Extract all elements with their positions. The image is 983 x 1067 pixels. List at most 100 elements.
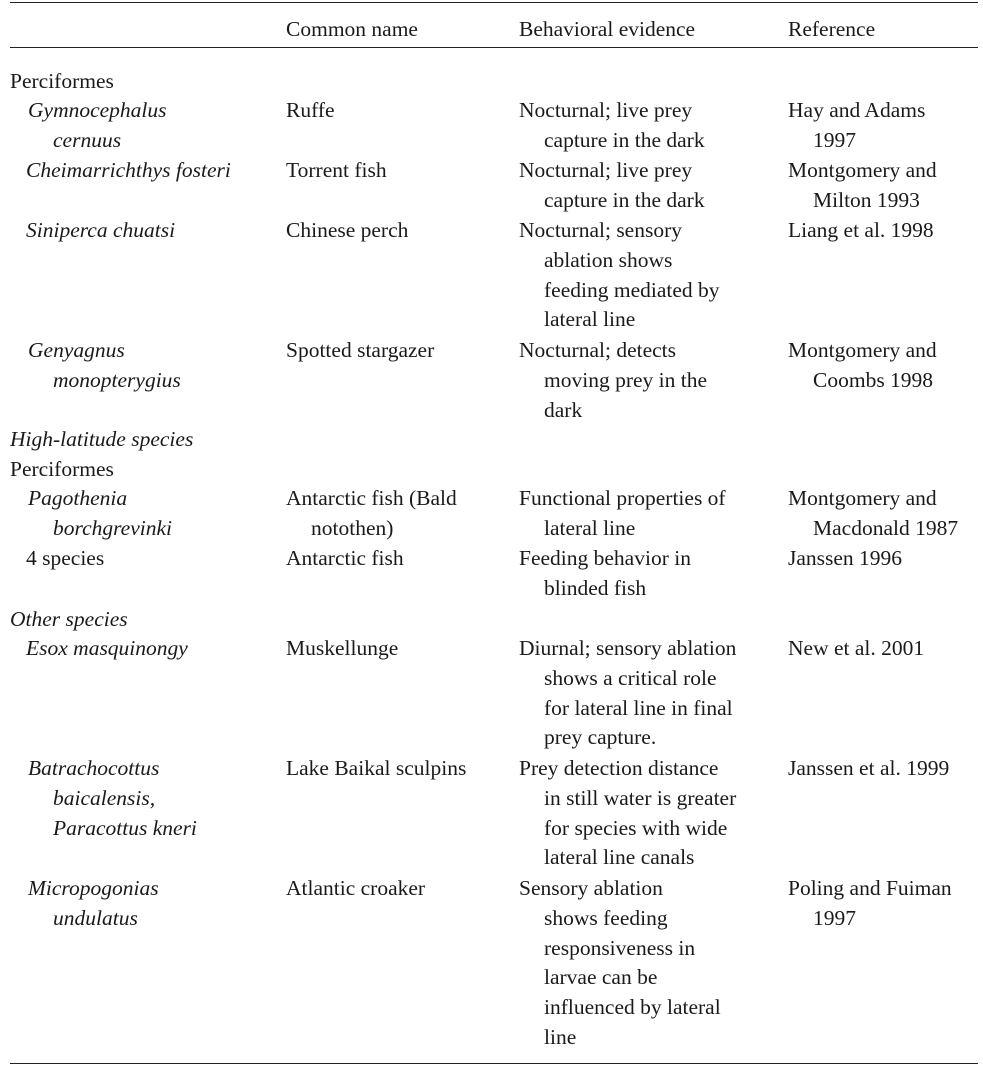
section-label-high-latitude: High-latitude species — [10, 427, 194, 451]
cell-behavioral-evidence-line: capture in the dark — [544, 187, 705, 212]
cell-behavioral-evidence-line: lateral line — [544, 515, 636, 540]
cell-taxon: Siniperca chuatsi — [26, 216, 175, 246]
cell-behavioral-evidence-line: lateral line canals — [544, 845, 695, 870]
cell-common-name-line: Antarctic fish — [286, 546, 404, 570]
cell-behavioral-evidence-line: prey capture. — [544, 725, 657, 750]
cell-taxon-line: cernuus — [53, 127, 122, 152]
cell-behavioral-evidence-line: Diurnal; sensory ablation — [519, 636, 737, 660]
cell-taxon-line: baicalensis, — [53, 785, 156, 810]
cell-behavioral-evidence: Nocturnal; detects moving prey in the dark — [519, 336, 707, 425]
cell-taxon: Esox masquinongy — [26, 634, 188, 664]
cell-behavioral-evidence-line: blinded fish — [544, 575, 647, 600]
cell-reference-line: Montgomery and — [788, 486, 937, 510]
cell-behavioral-evidence-line: Nocturnal; live prey — [519, 158, 693, 182]
cell-taxon-line: Gymnocephalus — [28, 98, 167, 122]
header-reference: Reference — [788, 17, 876, 41]
cell-behavioral-evidence: Nocturnal; sensory ablation shows feeding … — [519, 216, 720, 335]
cell-common-name-line: Torrent fish — [286, 158, 387, 182]
cell-reference-line: Milton 1993 — [813, 187, 920, 212]
cell-behavioral-evidence-line: for species with wide — [544, 815, 728, 840]
cell-behavioral-evidence-line: moving prey in the — [544, 367, 708, 392]
cell-behavioral-evidence-line: shows feeding — [544, 905, 668, 930]
cell-common-name-line: notothen) — [311, 515, 394, 540]
cell-taxon-line: Batrachocottus — [28, 756, 160, 780]
cell-reference-line: Janssen et al. 1999 — [788, 756, 950, 780]
cell-common-name-line: Muskellunge — [286, 636, 399, 660]
cell-taxon: Gymnocephalus cernuus — [28, 96, 167, 156]
cell-taxon: 4 species — [26, 544, 104, 574]
cell-behavioral-evidence-line: larvae can be — [544, 965, 658, 990]
cell-behavioral-evidence-line: Nocturnal; sensory — [519, 218, 683, 242]
cell-taxon: Genyagnus monopterygius — [28, 336, 181, 396]
cell-behavioral-evidence-line: influenced by lateral — [544, 995, 721, 1020]
header-behavioral-evidence: Behavioral evidence — [519, 17, 696, 41]
cell-common-name: Atlantic croaker — [286, 874, 425, 904]
cell-reference-line: New et al. 2001 — [788, 636, 925, 660]
cell-reference-line: Coombs 1998 — [813, 367, 934, 392]
cell-taxon-line: Cheimarrichthys fosteri — [26, 158, 231, 182]
cell-taxon-line: Esox masquinongy — [26, 636, 188, 660]
cell-behavioral-evidence-line: capture in the dark — [544, 127, 705, 152]
cell-taxon-line: undulatus — [53, 905, 138, 930]
cell-behavioral-evidence-line: Sensory ablation — [519, 876, 663, 900]
cell-taxon: Cheimarrichthys fosteri — [26, 156, 231, 186]
cell-behavioral-evidence-line: Functional properties of — [519, 486, 726, 510]
cell-reference: Montgomery and Coombs 1998 — [788, 336, 937, 396]
cell-common-name-line: Antarctic fish (Bald — [286, 486, 457, 510]
cell-behavioral-evidence: Functional properties of lateral line — [519, 484, 726, 544]
cell-reference-line: Montgomery and — [788, 338, 937, 362]
cell-taxon: Batrachocottus baicalensis, Paracottus kne… — [28, 754, 197, 843]
cell-taxon-line: Pagothenia — [28, 486, 128, 510]
cell-common-name: Antarctic fish — [286, 544, 404, 574]
cell-reference: Poling and Fuiman 1997 — [788, 874, 952, 934]
cell-behavioral-evidence-line: shows a critical role — [544, 665, 717, 690]
cell-reference: Janssen et al. 1999 — [788, 754, 949, 784]
cell-behavioral-evidence-line: ablation shows — [544, 247, 673, 272]
cell-behavioral-evidence-line: lateral line — [544, 307, 636, 332]
cell-reference: New et al. 2001 — [788, 634, 924, 664]
cell-common-name: Ruffe — [286, 96, 335, 126]
section-label-perciformes-high-latitude: Perciformes — [10, 457, 114, 481]
cell-reference-line: Montgomery and — [788, 158, 937, 182]
table-top-rule — [10, 2, 978, 3]
cell-behavioral-evidence-line: Nocturnal; live prey — [519, 98, 693, 122]
cell-common-name: Torrent fish — [286, 156, 387, 186]
cell-behavioral-evidence-line: dark — [544, 397, 583, 422]
table-bottom-rule — [10, 1063, 978, 1064]
cell-common-name: Chinese perch — [286, 216, 408, 246]
cell-behavioral-evidence: Prey detection distance in still water is… — [519, 754, 736, 873]
cell-behavioral-evidence: Feeding behavior in blinded fish — [519, 544, 691, 604]
cell-reference: Montgomery and Milton 1993 — [788, 156, 937, 216]
cell-behavioral-evidence-line: Feeding behavior in — [519, 546, 691, 570]
cell-common-name-line: Ruffe — [286, 98, 335, 122]
cell-behavioral-evidence-line: responsiveness in — [544, 935, 696, 960]
cell-taxon-line: Genyagnus — [28, 338, 125, 362]
cell-taxon-line: borchgrevinki — [53, 515, 173, 540]
cell-behavioral-evidence: Sensory ablation shows feeding responsiven… — [519, 874, 721, 1053]
cell-reference: Liang et al. 1998 — [788, 216, 934, 246]
cell-behavioral-evidence-line: line — [544, 1024, 577, 1049]
cell-reference: Hay and Adams 1997 — [788, 96, 925, 156]
cell-reference-line: Macdonald 1987 — [813, 515, 959, 540]
cell-behavioral-evidence: Nocturnal; live prey capture in the dark — [519, 156, 705, 216]
cell-common-name-line: Spotted stargazer — [286, 338, 435, 362]
cell-reference: Janssen 1996 — [788, 544, 902, 574]
cell-taxon-line: Paracottus kneri — [53, 815, 197, 840]
cell-common-name: Spotted stargazer — [286, 336, 434, 366]
section-label-perciformes: Perciformes — [10, 69, 114, 93]
cell-reference-line: Janssen 1996 — [788, 546, 903, 570]
cell-behavioral-evidence-line: feeding mediated by — [544, 277, 720, 302]
cell-taxon-line: 4 species — [26, 546, 105, 570]
cell-taxon-line: Siniperca chuatsi — [26, 218, 176, 242]
cell-taxon: Pagothenia borchgrevinki — [28, 484, 172, 544]
cell-reference-line: Hay and Adams — [788, 98, 926, 122]
cell-common-name: Antarctic fish (Bald notothen) — [286, 484, 457, 544]
header-common-name: Common name — [286, 17, 418, 41]
cell-common-name: Lake Baikal sculpins — [286, 754, 466, 784]
cell-common-name: Muskellunge — [286, 634, 398, 664]
cell-behavioral-evidence-line: Nocturnal; detects — [519, 338, 677, 362]
cell-reference-line: Poling and Fuiman — [788, 876, 952, 900]
cell-behavioral-evidence: Nocturnal; live prey capture in the dark — [519, 96, 705, 156]
cell-reference-line: 1997 — [813, 127, 856, 152]
table-header-rule — [10, 47, 978, 48]
